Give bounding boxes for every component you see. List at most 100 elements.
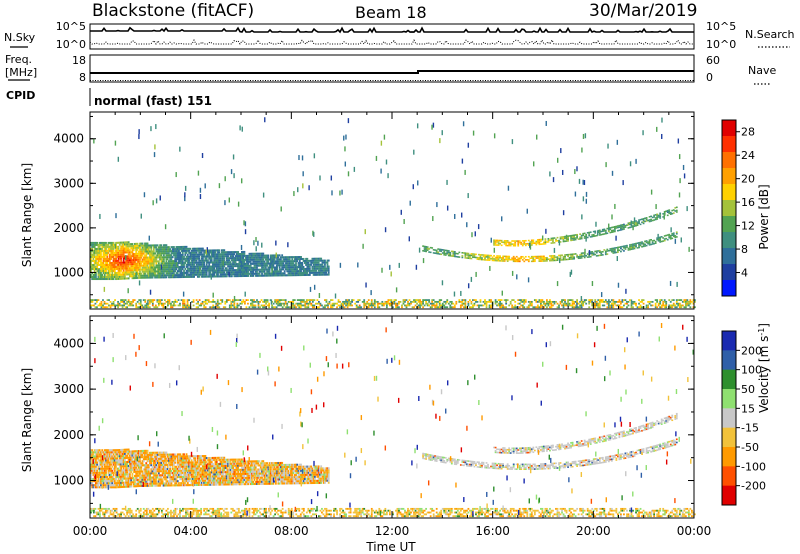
heatmap-cell xyxy=(644,220,646,223)
heatmap-cell xyxy=(207,265,209,268)
heatmap-cell xyxy=(609,249,612,252)
heatmap-cell xyxy=(453,252,456,255)
heatmap-cell xyxy=(606,227,609,230)
heatmap-cell xyxy=(301,304,304,307)
heatmap-cell xyxy=(642,245,645,248)
heatmap-cell xyxy=(139,509,142,512)
heatmap-cell xyxy=(509,300,512,303)
heatmap-cell xyxy=(91,263,94,266)
heatmap-cell xyxy=(556,236,559,239)
heatmap-cell xyxy=(469,254,471,257)
heatmap-cell xyxy=(449,300,452,303)
heatmap-cell xyxy=(106,263,109,266)
heatmap-cell xyxy=(407,304,409,307)
heatmap-cell xyxy=(131,275,134,278)
heatmap-cell xyxy=(547,300,550,303)
heatmap-cell xyxy=(146,274,149,277)
heatmap-cell xyxy=(234,271,237,274)
heatmap-cell xyxy=(98,259,101,262)
heatmap-cell xyxy=(565,304,568,307)
heatmap-cell xyxy=(337,299,340,301)
heatmap-cell xyxy=(222,265,224,268)
heatmap-cell xyxy=(280,262,282,265)
heatmap-cell xyxy=(154,256,156,259)
heatmap-cell xyxy=(193,267,195,270)
heatmap-cell xyxy=(132,267,135,270)
heatmap-cell xyxy=(500,241,503,243)
heatmap-cell xyxy=(110,267,112,271)
heatmap-cell xyxy=(116,249,119,252)
heatmap-cell xyxy=(384,302,387,305)
heatmap-cell xyxy=(252,254,255,257)
heatmap-cell xyxy=(372,304,375,307)
heatmap-cell xyxy=(205,255,208,258)
heatmap-cell xyxy=(228,269,231,272)
heatmap-cell xyxy=(170,246,173,249)
heatmap-cell xyxy=(139,299,142,301)
heatmap-cell xyxy=(129,267,131,270)
heatmap-cell xyxy=(573,306,575,309)
heatmap-cell xyxy=(320,269,323,272)
heatmap-cell xyxy=(553,254,556,257)
heatmap-cell xyxy=(108,263,111,266)
heatmap-cell xyxy=(136,300,139,303)
heatmap-cell xyxy=(165,262,168,265)
heatmap-cell xyxy=(665,300,668,303)
heatmap-cell xyxy=(520,255,523,258)
heatmap-cell xyxy=(162,268,165,271)
heatmap-cell xyxy=(472,130,475,136)
heatmap-cell xyxy=(268,302,270,305)
heatmap-cell xyxy=(223,265,226,268)
heatmap-cell xyxy=(425,300,428,303)
heatmap-cell xyxy=(107,274,110,277)
heatmap-cell xyxy=(234,306,237,309)
heatmap-cell xyxy=(136,260,139,263)
heatmap-cell xyxy=(656,218,659,220)
heatmap-cell xyxy=(301,268,304,271)
heatmap-cell xyxy=(222,260,224,266)
heatmap-cell xyxy=(194,261,197,264)
heatmap-cell xyxy=(529,300,532,303)
heatmap-cell xyxy=(118,265,121,268)
heatmap-cell xyxy=(668,209,671,211)
heatmap-cell xyxy=(282,272,285,275)
heatmap-cell xyxy=(411,306,414,309)
heatmap-cell xyxy=(218,275,221,278)
heatmap-cell xyxy=(92,253,95,256)
heatmap-cell xyxy=(503,243,506,245)
heatmap-cell xyxy=(437,306,440,309)
heatmap-cell xyxy=(258,272,261,275)
heatmap-cell xyxy=(210,257,213,260)
heatmap-cell xyxy=(282,260,285,263)
heatmap-cell xyxy=(198,269,201,272)
heatmap-cell xyxy=(295,272,297,275)
heatmap-cell xyxy=(262,270,265,273)
heatmap-cell xyxy=(284,300,287,303)
heatmap-cell xyxy=(675,211,678,213)
heatmap-cell xyxy=(160,248,163,251)
heatmap-cell xyxy=(139,252,141,255)
heatmap-cell xyxy=(580,257,583,259)
heatmap-cell xyxy=(144,276,146,279)
heatmap-cell xyxy=(205,249,207,255)
heatmap-cell xyxy=(126,277,129,280)
heatmap-cell xyxy=(244,229,247,235)
heatmap-cell xyxy=(512,257,515,259)
heatmap-cell xyxy=(239,259,242,262)
heatmap-cell xyxy=(282,262,285,265)
heatmap-cell xyxy=(105,251,107,254)
heatmap-cell xyxy=(139,260,141,263)
heatmap-cell xyxy=(94,299,97,301)
heatmap-cell xyxy=(573,234,575,237)
heatmap-cell xyxy=(506,260,509,262)
heatmap-cell xyxy=(190,255,193,258)
heatmap-cell xyxy=(624,245,627,247)
heatmap-cell xyxy=(237,275,240,278)
heatmap-cell xyxy=(313,267,316,270)
heatmap-cell xyxy=(116,247,119,250)
heatmap-cell xyxy=(223,263,226,266)
heatmap-cell xyxy=(112,253,115,256)
heatmap-cell xyxy=(408,304,411,307)
heatmap-cell xyxy=(620,229,622,231)
heatmap-cell xyxy=(571,234,574,237)
